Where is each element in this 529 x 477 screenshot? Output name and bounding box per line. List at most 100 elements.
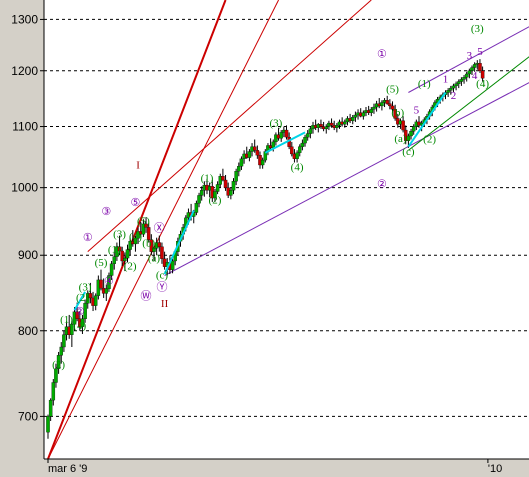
wave-label: (4) (73, 320, 86, 332)
candle-body (290, 146, 294, 155)
candle-body (48, 399, 53, 417)
wave-label: 4 (472, 70, 478, 82)
candle-body (353, 114, 358, 118)
candle-body (372, 106, 376, 110)
y-tick-label: 700 (18, 409, 38, 423)
candle-body (305, 133, 310, 138)
wave-label: (a) (148, 253, 161, 265)
wave-label: (3) (269, 118, 282, 130)
wave-label: (b) (391, 107, 404, 119)
wave-label: (c) (402, 146, 415, 158)
candle-body (136, 231, 140, 239)
candle-body (112, 256, 117, 264)
wave-label: (2) (423, 133, 436, 145)
trend-line-1 (47, 0, 279, 460)
y-tick-label: 800 (18, 324, 38, 338)
wave-label: I (136, 160, 140, 172)
candle-body (324, 126, 328, 130)
candle-body (128, 240, 132, 250)
candle-body (88, 293, 93, 299)
candle-body (231, 181, 236, 191)
candle-body (454, 83, 458, 87)
candle-body (297, 146, 302, 153)
impulse-lines (73, 91, 447, 311)
candle-body (464, 73, 469, 78)
candle-body (260, 159, 265, 166)
y-tick-label: 1100 (12, 120, 38, 134)
candle-body (239, 158, 244, 167)
trend-line-4 (408, 26, 529, 93)
wave-label: 1 (443, 74, 449, 86)
wave-label: ③ (101, 206, 111, 218)
wave-label: ④ (104, 275, 114, 287)
trend-line-2 (87, 0, 372, 253)
candle-body (213, 191, 217, 199)
wave-label: Ⓨ (156, 280, 167, 293)
candle-body (369, 109, 374, 113)
wave-label: 2 (451, 90, 457, 102)
wave-label: (2) (76, 292, 89, 304)
candle-body (56, 355, 61, 369)
candle-body (472, 64, 477, 68)
candle-body (117, 246, 122, 252)
candle-body (467, 70, 472, 75)
wave-label: ② (377, 179, 387, 191)
candle-body (157, 242, 162, 247)
candle-body (51, 382, 56, 401)
trend-line-5 (408, 56, 529, 151)
wave-label: 5 (477, 46, 483, 58)
wave-label: 5 (414, 104, 420, 116)
candle-body (215, 184, 220, 192)
candle-body (46, 416, 50, 433)
candle-body (388, 103, 392, 107)
candle-body (303, 136, 307, 144)
candle-body (86, 293, 90, 304)
candle-body (59, 346, 64, 356)
candle-body (295, 152, 299, 159)
candle-body (406, 135, 411, 141)
wave-label: II (161, 298, 169, 310)
candle-body (411, 126, 416, 132)
trend-line-0 (47, 0, 227, 460)
wave-labels: (2)(1)(4)(2)(3)(5)(1)(3)(2)(4)(5)(b)(a)(… (52, 23, 489, 371)
candle-body (459, 79, 464, 82)
wave-label: (2) (209, 194, 222, 206)
candle-body (234, 171, 238, 182)
candle-body (255, 150, 260, 156)
candle-body (385, 100, 389, 104)
y-tick-label: 1300 (11, 12, 38, 26)
wave-label: (5) (386, 84, 399, 96)
candle-body (197, 195, 201, 204)
candle-body (319, 124, 323, 127)
candle-body (480, 70, 485, 79)
candle-body (54, 368, 58, 383)
candle-body (449, 87, 453, 91)
impulse-line-1 (163, 210, 195, 275)
candle-body (409, 131, 413, 137)
candle-body (252, 146, 257, 151)
candle-body (361, 112, 366, 117)
candle-body (401, 120, 405, 131)
candle-body (75, 311, 79, 320)
wave-label: ⑤ (131, 197, 141, 209)
candle-body (393, 109, 397, 119)
wave-label: (4) (476, 78, 489, 90)
candle-body (470, 67, 474, 71)
candle-body (149, 239, 154, 252)
impulse-line-0 (73, 291, 86, 311)
candle-body (141, 223, 146, 235)
candle-body (300, 142, 305, 147)
wave-label: ① (377, 49, 387, 61)
candle-body (123, 257, 127, 262)
candle-body (194, 203, 199, 213)
candle-body (70, 324, 74, 335)
wave-label: (1) (108, 244, 121, 256)
candle-body (104, 288, 109, 294)
wave-label: Ⓦ (141, 289, 152, 302)
wave-label: (1) (418, 78, 431, 90)
candle-body (199, 190, 204, 196)
x-axis-ticks: mar 6 '9 '10 (47, 459, 502, 475)
impulse-line-2 (264, 131, 306, 154)
